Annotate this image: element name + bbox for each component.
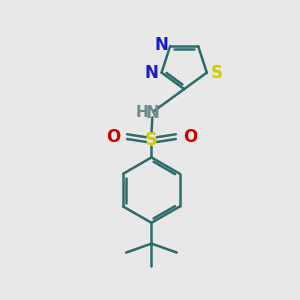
Text: H: H — [135, 105, 148, 120]
Text: N: N — [155, 36, 169, 54]
Text: N: N — [145, 64, 159, 82]
Text: S: S — [210, 64, 222, 82]
Text: O: O — [183, 128, 197, 146]
Text: S: S — [145, 130, 158, 148]
Text: O: O — [106, 128, 120, 146]
Text: N: N — [146, 104, 159, 122]
